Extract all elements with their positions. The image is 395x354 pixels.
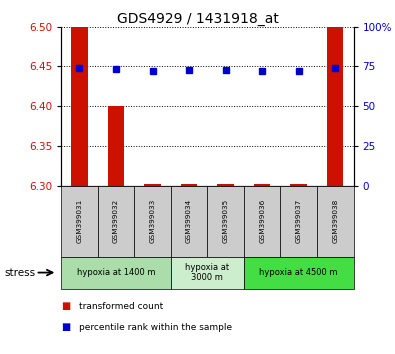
Text: hypoxia at 4500 m: hypoxia at 4500 m <box>260 268 338 277</box>
Text: GSM399037: GSM399037 <box>296 199 302 244</box>
Text: GSM399031: GSM399031 <box>77 199 83 244</box>
Text: GDS4929 / 1431918_at: GDS4929 / 1431918_at <box>117 12 278 27</box>
Text: hypoxia at 1400 m: hypoxia at 1400 m <box>77 268 155 277</box>
Bar <box>327 27 344 186</box>
Bar <box>134 186 171 257</box>
Bar <box>317 186 354 257</box>
Text: GSM399036: GSM399036 <box>259 199 265 244</box>
Bar <box>108 106 124 186</box>
Text: GSM399033: GSM399033 <box>150 199 156 244</box>
Bar <box>244 186 280 257</box>
Text: ■: ■ <box>61 301 70 311</box>
Bar <box>181 184 198 186</box>
Bar <box>280 186 317 257</box>
Bar <box>61 257 171 289</box>
Bar <box>61 186 98 257</box>
Bar <box>290 184 307 186</box>
Bar <box>98 186 134 257</box>
Bar <box>171 257 244 289</box>
Text: GSM399035: GSM399035 <box>223 199 229 244</box>
Text: percentile rank within the sample: percentile rank within the sample <box>79 323 232 332</box>
Bar <box>144 184 161 186</box>
Text: GSM399038: GSM399038 <box>332 199 338 244</box>
Text: transformed count: transformed count <box>79 302 163 311</box>
Text: stress: stress <box>4 268 35 278</box>
Text: GSM399034: GSM399034 <box>186 199 192 244</box>
Bar <box>244 257 354 289</box>
Text: hypoxia at
3000 m: hypoxia at 3000 m <box>185 263 229 282</box>
Bar <box>217 184 234 186</box>
Text: GSM399032: GSM399032 <box>113 199 119 244</box>
Bar <box>171 186 207 257</box>
Bar <box>254 184 271 186</box>
Bar <box>207 186 244 257</box>
Bar <box>71 27 88 186</box>
Text: ■: ■ <box>61 322 70 332</box>
